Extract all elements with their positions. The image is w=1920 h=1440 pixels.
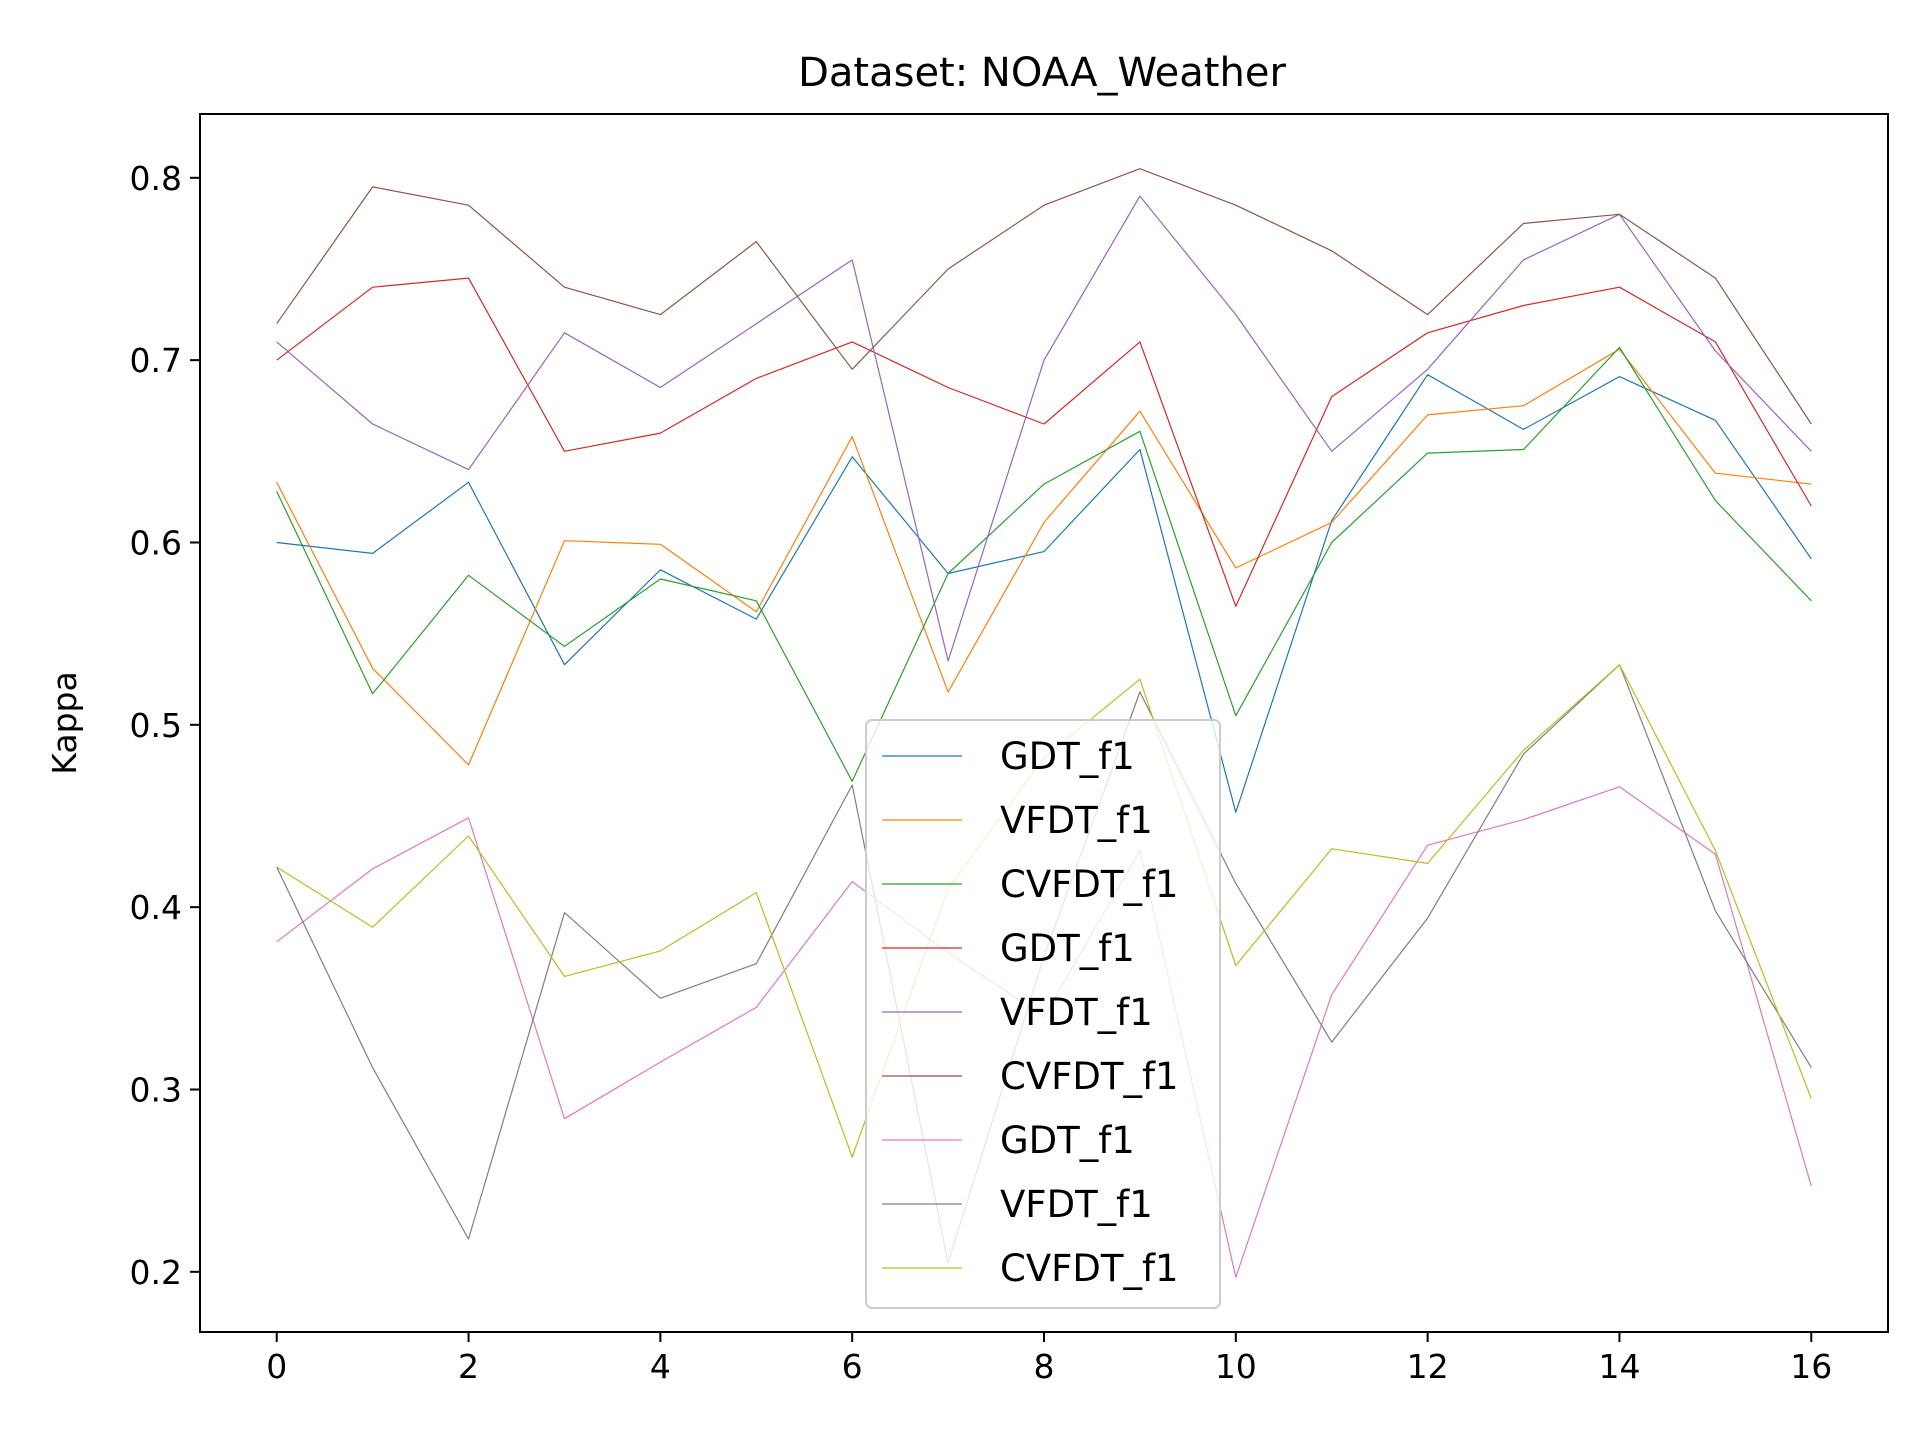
legend-entry-label: VFDT_f1 [1000,991,1153,1034]
y-axis: 0.2 0.3 0.4 0.5 0.6 0.7 0.8 [130,159,200,1292]
y-axis-label: Kappa [45,671,84,774]
x-tick-label: 6 [842,1347,863,1386]
x-tick-label: 2 [458,1347,479,1386]
x-tick-label: 8 [1034,1347,1055,1386]
series-line-3 [276,346,1812,782]
series-line-2 [276,348,1812,766]
chart-title: Dataset: NOAA_Weather [798,50,1286,96]
series-line-6 [276,168,1812,425]
x-tick-label: 16 [1790,1347,1832,1386]
y-tick-label: 0.5 [130,706,182,745]
legend-entry-label: CVFDT_f1 [1000,863,1179,906]
legend-entry-label: GDT_f1 [1000,735,1135,778]
y-tick-label: 0.7 [130,341,182,380]
plot-area-frame [199,113,1889,1333]
x-tick-label: 0 [266,1347,287,1386]
legend-entry-label: GDT_f1 [1000,1119,1135,1162]
x-axis: 0 2 4 6 8 10 12 14 16 [266,1332,1832,1386]
y-tick-label: 0.4 [130,888,182,927]
legend-entry-label: GDT_f1 [1000,927,1135,970]
legend-entry-label: CVFDT_f1 [1000,1055,1179,1098]
legend: GDT_f1 VFDT_f1 CVFDT_f1 GDT_f1 VFDT_f1 CVFDT_… [865,719,1221,1309]
x-tick-label: 4 [650,1347,671,1386]
series-line-1 [276,374,1812,813]
x-tick-label: 10 [1215,1347,1257,1386]
series-line-4 [276,277,1812,607]
legend-entry-label: VFDT_f1 [1000,799,1153,842]
x-tick-label: 12 [1407,1347,1449,1386]
y-tick-label: 0.2 [130,1253,182,1292]
legend-entry-label: VFDT_f1 [1000,1183,1153,1226]
y-tick-label: 0.8 [130,159,182,198]
legend-box [865,719,1221,1309]
legend-entry-label: CVFDT_f1 [1000,1247,1179,1290]
y-tick-label: 0.3 [130,1070,182,1109]
x-tick-label: 14 [1598,1347,1640,1386]
series-line-5 [276,195,1812,662]
y-tick-label: 0.6 [130,523,182,562]
